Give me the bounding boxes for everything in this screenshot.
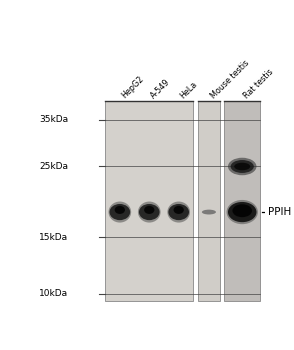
- Text: 25kDa: 25kDa: [39, 162, 68, 171]
- Bar: [105, 101, 193, 301]
- Text: PPIH: PPIH: [268, 207, 291, 217]
- Text: A-549: A-549: [149, 77, 172, 100]
- Ellipse shape: [139, 204, 160, 220]
- Text: 15kDa: 15kDa: [39, 233, 68, 242]
- Ellipse shape: [168, 204, 189, 220]
- Ellipse shape: [138, 202, 161, 223]
- Ellipse shape: [115, 206, 125, 214]
- Text: HeLa: HeLa: [179, 79, 199, 100]
- Ellipse shape: [108, 202, 131, 223]
- Ellipse shape: [167, 202, 190, 223]
- Text: 10kDa: 10kDa: [39, 289, 68, 298]
- Ellipse shape: [234, 163, 250, 170]
- Ellipse shape: [173, 206, 184, 214]
- Ellipse shape: [228, 158, 256, 175]
- Text: Mouse testis: Mouse testis: [209, 58, 251, 100]
- Ellipse shape: [144, 206, 154, 214]
- Ellipse shape: [110, 204, 130, 220]
- Ellipse shape: [227, 200, 258, 224]
- Bar: [198, 101, 220, 301]
- Ellipse shape: [202, 210, 216, 215]
- Text: HepG2: HepG2: [120, 74, 146, 100]
- Text: Rat testis: Rat testis: [242, 67, 275, 100]
- Ellipse shape: [231, 160, 254, 173]
- Ellipse shape: [233, 204, 252, 217]
- Bar: [224, 101, 260, 301]
- Text: 35kDa: 35kDa: [39, 115, 68, 124]
- Ellipse shape: [228, 202, 256, 222]
